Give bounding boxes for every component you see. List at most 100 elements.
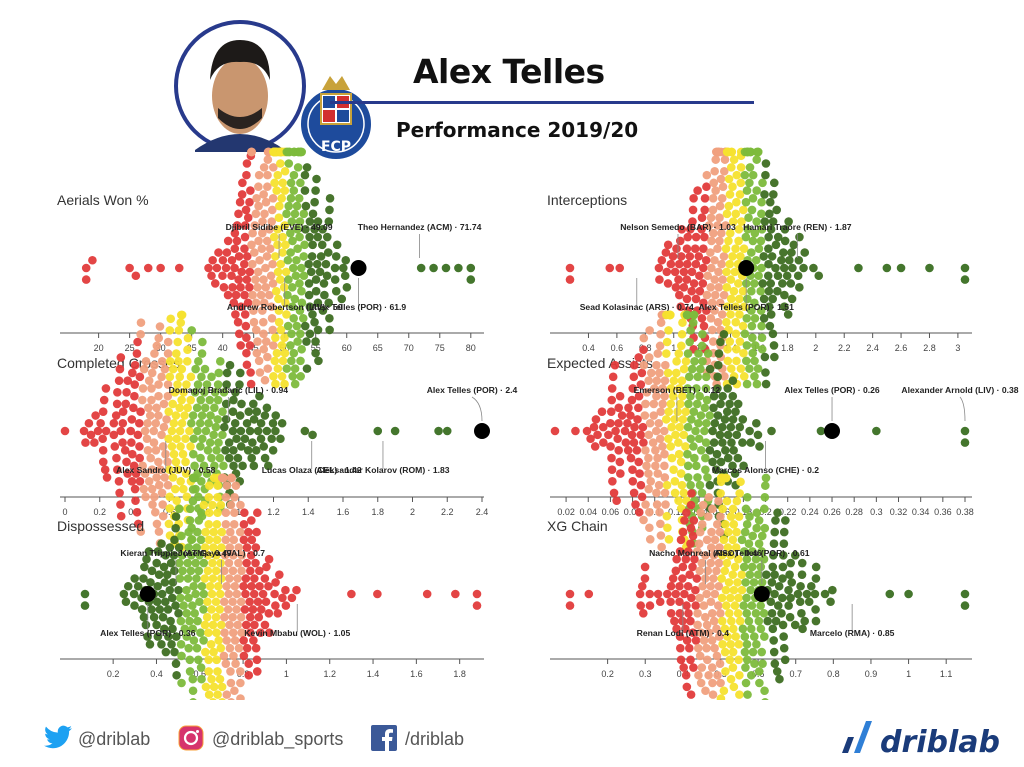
swarm-point bbox=[742, 379, 752, 389]
swarm-point bbox=[294, 194, 304, 203]
swarm-point bbox=[716, 609, 725, 618]
swarm-point bbox=[739, 348, 748, 358]
swarm-point bbox=[101, 384, 111, 393]
swarm-point bbox=[700, 612, 710, 622]
swarm-point bbox=[183, 558, 192, 568]
swarm-point bbox=[769, 178, 779, 188]
swarm-point bbox=[239, 535, 249, 545]
swarm-point bbox=[726, 275, 736, 284]
swarm-point bbox=[726, 551, 735, 560]
swarm-point bbox=[735, 310, 744, 319]
swarm-point bbox=[705, 364, 715, 374]
twitter-handle[interactable]: @driblab bbox=[44, 725, 150, 750]
swarm-point bbox=[709, 438, 719, 447]
swarm-point bbox=[766, 279, 776, 288]
swarm-point bbox=[168, 578, 178, 587]
swarm-point bbox=[305, 329, 315, 339]
swarm-point bbox=[611, 426, 620, 436]
swarm-point bbox=[691, 636, 701, 645]
swarm-point bbox=[152, 341, 162, 351]
swarm-point bbox=[637, 581, 647, 591]
swarm-point bbox=[675, 643, 685, 653]
swarm-point bbox=[150, 349, 159, 358]
swarm-point bbox=[730, 601, 740, 610]
swarm-point bbox=[248, 438, 257, 447]
swarm-point bbox=[629, 488, 639, 498]
swarm-point bbox=[262, 252, 272, 261]
swarm-point bbox=[237, 267, 246, 277]
swarm-point bbox=[129, 403, 138, 413]
instagram-handle[interactable]: @driblab_sports bbox=[178, 725, 343, 751]
facebook-handle[interactable]: /driblab bbox=[371, 725, 464, 751]
swarm-point bbox=[164, 632, 173, 641]
swarm-point bbox=[247, 240, 256, 250]
swarm-point bbox=[177, 678, 186, 688]
swarm-point bbox=[193, 616, 202, 626]
swarm-point bbox=[729, 520, 739, 529]
swarm-point bbox=[290, 364, 300, 373]
swarm-point bbox=[693, 609, 702, 618]
swarm-point bbox=[187, 601, 197, 610]
swarm-point bbox=[204, 690, 214, 699]
swarm-point bbox=[672, 244, 681, 253]
swarm-point bbox=[646, 477, 656, 486]
swarm-point bbox=[162, 570, 172, 579]
swarm-point bbox=[422, 589, 432, 599]
swarm-point bbox=[256, 434, 266, 444]
swarm-point bbox=[692, 384, 701, 393]
swarm-point bbox=[765, 321, 775, 331]
swarm-point bbox=[721, 473, 731, 483]
swarm-point bbox=[652, 488, 661, 498]
swarm-point bbox=[207, 453, 216, 463]
swarm-point bbox=[232, 605, 241, 614]
swarm-point bbox=[728, 415, 738, 424]
swarm-point bbox=[295, 329, 305, 339]
swarm-point bbox=[293, 244, 302, 253]
swarm-point bbox=[751, 554, 761, 564]
swarm-point bbox=[663, 523, 672, 533]
swarm-point bbox=[682, 294, 692, 304]
swarm-point bbox=[767, 578, 777, 587]
swarm-point bbox=[683, 422, 693, 432]
swarm-point bbox=[723, 344, 732, 354]
swarm-point bbox=[144, 403, 153, 413]
swarm-point bbox=[221, 508, 231, 518]
swarm-point bbox=[711, 186, 720, 195]
swarm-point bbox=[165, 504, 175, 513]
swarm-point bbox=[177, 418, 187, 428]
swarm-point bbox=[757, 263, 766, 273]
swarm-point bbox=[325, 314, 334, 323]
swarm-point bbox=[218, 407, 227, 416]
swarm-point bbox=[670, 616, 679, 626]
swarm-point bbox=[241, 205, 251, 215]
swarm-point bbox=[678, 574, 687, 583]
swarm-point bbox=[280, 379, 289, 389]
swarm-point bbox=[220, 612, 229, 622]
swarm-point bbox=[302, 364, 312, 373]
swarm-point bbox=[701, 372, 711, 382]
swarm-point bbox=[735, 337, 745, 346]
swarm-point bbox=[324, 298, 333, 308]
swarm-point bbox=[234, 209, 243, 219]
swarm-point bbox=[730, 562, 740, 572]
swarm-point bbox=[144, 376, 154, 385]
swarm-point bbox=[196, 535, 206, 545]
swarm-point bbox=[634, 353, 644, 362]
swarm-point bbox=[710, 275, 720, 284]
swarm-point bbox=[605, 263, 615, 273]
swarm-point bbox=[689, 194, 698, 203]
swarm-point bbox=[623, 418, 632, 428]
swarm-point bbox=[732, 356, 741, 366]
swarm-point bbox=[197, 674, 206, 684]
swarm-point bbox=[682, 508, 691, 518]
swarm-point bbox=[727, 616, 736, 626]
swarm-point bbox=[219, 597, 229, 607]
swarm-point bbox=[166, 558, 176, 568]
swarm-point bbox=[724, 236, 733, 246]
swarm-point bbox=[644, 430, 654, 440]
swarm-point bbox=[130, 484, 140, 494]
swarm-point bbox=[748, 647, 758, 657]
swarm-point bbox=[180, 624, 190, 634]
swarm-point bbox=[270, 356, 280, 366]
swarm-point bbox=[714, 283, 724, 292]
